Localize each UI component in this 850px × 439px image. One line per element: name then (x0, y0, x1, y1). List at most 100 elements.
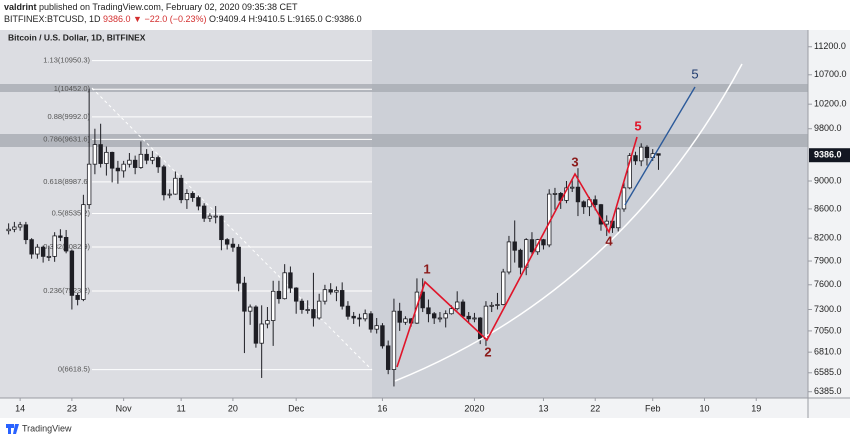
candle-body (35, 246, 40, 255)
candle-body (472, 317, 477, 320)
price-label: 9386.0 (814, 150, 842, 160)
candle-body (633, 155, 638, 162)
candle-body (190, 193, 195, 198)
chart-title: Bitcoin / U.S. Dollar, 1D, BITFINEX (8, 32, 146, 42)
candle-body (483, 305, 489, 340)
candle-body (385, 345, 391, 370)
candle-body (17, 224, 23, 228)
candle-body (357, 317, 362, 320)
candle-body (265, 320, 270, 325)
candle-body (196, 197, 201, 207)
x-tick-label: 2020 (464, 403, 484, 413)
candle-body (282, 272, 287, 300)
y-tick-label: 8200.0 (814, 233, 842, 243)
candle-body (316, 300, 322, 319)
ohlc-summary: O:9409.4 H:9410.5 L:9165.0 C:9386.0 (207, 14, 362, 24)
fib-label: 0.88(9992.0) (47, 112, 90, 121)
candle-body (397, 310, 402, 323)
fib-label: 0(6618.5) (58, 365, 91, 374)
candle-body (328, 289, 333, 293)
candle-body (426, 307, 431, 315)
candle-body (207, 215, 213, 219)
candle-body (52, 235, 57, 257)
candle-body (98, 144, 103, 164)
candle-body (368, 313, 374, 330)
candle-body (449, 308, 454, 315)
candle-body (242, 282, 247, 312)
candle-body (92, 144, 98, 165)
candle-body (489, 304, 494, 307)
support-curve (394, 63, 743, 382)
y-tick-label: 9800.0 (814, 123, 842, 133)
time-axis (0, 398, 850, 418)
wave-line (396, 136, 638, 368)
resistance-band (0, 134, 808, 147)
candle-body (593, 199, 598, 206)
candle-body (495, 304, 500, 306)
candle-body (656, 153, 661, 156)
price-axis (808, 30, 850, 398)
candle-body (230, 243, 236, 248)
y-tick-label: 7600.0 (814, 279, 842, 289)
candle-body (501, 271, 506, 305)
fib-label: 0.618(8987.6) (43, 177, 90, 186)
candle-body (23, 224, 29, 241)
candle-body (362, 313, 368, 320)
candle-body (454, 301, 460, 310)
fib-label: 0.236(7523.2) (43, 286, 90, 295)
change: 9386.0 ▼ −22.0 (−0.23%) (101, 14, 207, 24)
y-tick-label: 8600.0 (814, 203, 842, 213)
candle-body (69, 250, 75, 296)
published: published on TradingView.com, February 0… (37, 2, 298, 12)
resistance-band (0, 84, 808, 92)
candle-body (150, 157, 155, 161)
header-line: valdrint published on TradingView.com, F… (4, 2, 298, 12)
candle-body (345, 305, 351, 317)
y-tick-label: 6585.0 (814, 367, 842, 377)
candle-body (132, 159, 138, 168)
candle-body (213, 215, 218, 218)
candle-body (201, 205, 207, 219)
candle-body (644, 146, 650, 158)
candle-body (224, 239, 230, 245)
candle-body (86, 163, 92, 206)
x-tick-label: 22 (590, 403, 600, 413)
fib-trend-line (91, 87, 373, 371)
candle-body (351, 315, 356, 319)
candle-body (109, 151, 115, 169)
fib-label: 1.13(10950.3) (43, 56, 90, 65)
candle-body (40, 246, 46, 257)
candle-body (155, 157, 161, 168)
candle-body (575, 186, 581, 203)
candle-body (121, 163, 126, 172)
candle-body (276, 290, 282, 300)
fib-label: 0.786(9631.6) (43, 134, 90, 143)
candle-body (443, 313, 448, 319)
candle-body (29, 239, 34, 255)
candle-body (437, 317, 443, 320)
candle-body (6, 228, 11, 232)
marks: 1.13(10950.3) 1(10452.0) 0.88(9992.0) 0.786… (6, 56, 661, 387)
footer: TradingView (22, 423, 72, 433)
candle-body (270, 290, 276, 321)
candle-body (184, 193, 190, 201)
y-tick-label: 7300.0 (814, 304, 842, 314)
x-tick-label: 20 (228, 403, 238, 413)
author: valdrint (4, 2, 37, 12)
x-tick-label: 11 (176, 403, 185, 413)
candle-body (288, 272, 293, 289)
candle-body (339, 290, 345, 307)
candle-body (167, 193, 172, 196)
x-tick-label: 16 (377, 403, 387, 413)
candle-body (627, 155, 632, 189)
price-label-box (809, 148, 850, 163)
candle-body (75, 294, 80, 300)
candle-body (219, 215, 224, 241)
x-tick-label: Nov (116, 403, 133, 413)
candle-body (460, 301, 466, 317)
wave-label: 5 (634, 118, 641, 133)
candle-body (616, 208, 621, 229)
candle-body (374, 325, 379, 330)
x-tick-label: Feb (645, 403, 661, 413)
